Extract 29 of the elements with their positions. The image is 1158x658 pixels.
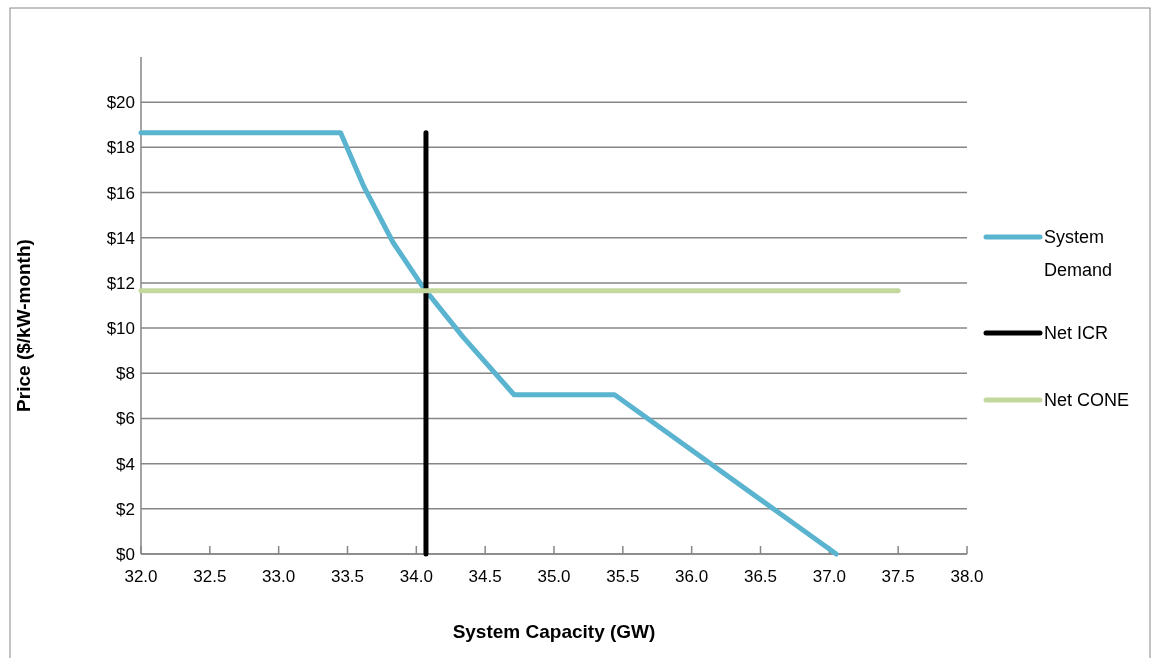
x-tick-label: 37.0 xyxy=(812,567,846,586)
x-axis-title: System Capacity (GW) xyxy=(452,621,656,642)
y-tick-label: $20 xyxy=(106,93,135,113)
x-tick-label: 36.0 xyxy=(675,567,709,586)
x-tick-label: 37.5 xyxy=(881,567,915,586)
y-tick-label: $2 xyxy=(116,499,135,519)
y-axis-title: Price ($/kW-month) xyxy=(13,239,34,412)
y-tick-label: $8 xyxy=(116,364,135,384)
y-tick-label: $18 xyxy=(106,138,135,158)
x-tick-label: 35.5 xyxy=(606,567,640,586)
x-tick-label: 36.5 xyxy=(743,567,778,586)
legend-label: Net CONE xyxy=(1044,390,1130,410)
x-tick-label: 34.0 xyxy=(399,567,433,586)
y-tick-label: $10 xyxy=(106,319,135,339)
x-tick-label: 35.0 xyxy=(537,567,571,586)
x-tick-label: 34.5 xyxy=(468,567,502,586)
y-tick-label: $16 xyxy=(106,183,135,203)
x-tick-label: 33.5 xyxy=(330,567,365,586)
y-tick-label: $12 xyxy=(106,273,135,293)
y-tick-label: $0 xyxy=(116,545,135,564)
y-tick-label: $4 xyxy=(116,454,135,474)
x-tick-label: 32.0 xyxy=(124,567,158,586)
x-tick-label: 32.5 xyxy=(193,567,227,586)
x-tick-label: 38.0 xyxy=(950,567,984,586)
y-tick-label: $6 xyxy=(116,409,135,429)
y-tick-label: $14 xyxy=(106,228,135,248)
legend-label: System Demand xyxy=(1044,227,1113,280)
legend-label: Net ICR xyxy=(1044,323,1109,343)
x-tick-label: 33.0 xyxy=(262,567,296,586)
